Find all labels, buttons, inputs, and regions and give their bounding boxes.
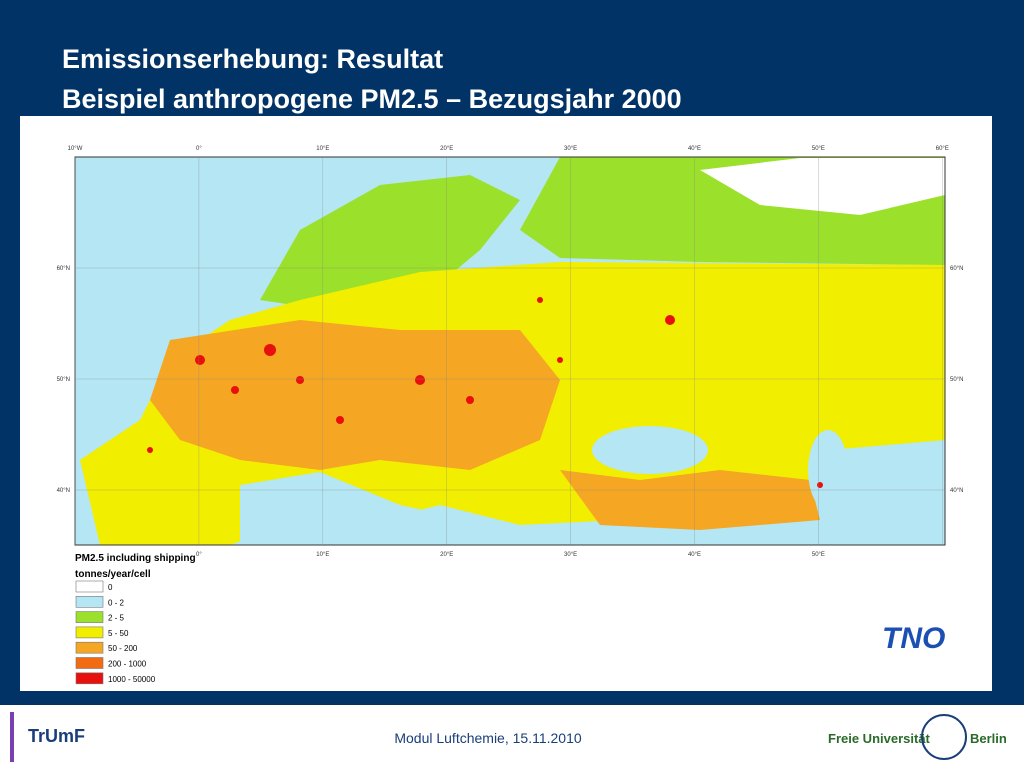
legend-label: 1000 - 50000 (108, 675, 156, 684)
legend-label: 50 - 200 (108, 644, 138, 653)
black-sea (592, 426, 708, 474)
lon-label: 20°E (440, 552, 453, 558)
lat-label: 40°N (950, 488, 963, 494)
scandinavia (260, 175, 520, 312)
footer-text: Modul Luftchemie, 15.11.2010 (394, 730, 582, 746)
lat-label: 50°N (57, 377, 70, 383)
lon-label: 50°E (812, 552, 825, 558)
trumf-logo: TrUmF (28, 726, 85, 746)
lon-label: 10°E (316, 552, 329, 558)
lat-label: 60°N (950, 266, 963, 272)
lon-label: 50°E (812, 146, 825, 152)
lon-label: 0° (196, 552, 202, 558)
title-line: Beispiel anthropogene PM2.5 – Bezugsjahr… (62, 84, 682, 114)
title-line: Emissionserhebung: Resultat (62, 44, 444, 74)
map (74, 156, 946, 546)
hotspots (147, 297, 823, 488)
legend-swatch (75, 672, 104, 685)
legend-swatch (75, 580, 104, 593)
lon-label: 0° (196, 146, 202, 152)
trumf-bar (10, 712, 14, 762)
legend-swatch (75, 641, 104, 654)
legend-swatch (75, 657, 104, 669)
lon-label: 40°E (688, 552, 701, 558)
lon-label: 10°W (68, 146, 83, 152)
legend-label: 0 (108, 583, 113, 592)
legend-swatch (75, 595, 104, 608)
lon-label: 60°E (936, 146, 949, 152)
fu-logo: Freie Universität (828, 731, 931, 746)
legend-label: 5 - 50 (108, 629, 129, 638)
fu-logo: Berlin (970, 731, 1007, 746)
lat-label: 40°N (57, 488, 70, 494)
lat-label: 50°N (950, 377, 963, 383)
footer (0, 705, 1024, 768)
caspian-sea (808, 430, 848, 510)
lon-label: 20°E (440, 146, 453, 152)
legend-swatch (75, 611, 104, 623)
lat-label: 60°N (57, 266, 70, 272)
tno-logo: TNO (882, 622, 945, 655)
legend-title: PM2.5 including shipping (75, 553, 196, 564)
legend-swatch (75, 626, 104, 639)
land-turkey (560, 470, 820, 530)
land-central (150, 320, 560, 470)
legend-label: 2 - 5 (108, 614, 125, 623)
legend-label: 0 - 2 (108, 598, 125, 607)
arctic (700, 158, 945, 215)
lon-label: 10°E (316, 146, 329, 152)
legend-label: 200 - 1000 (108, 660, 147, 669)
lon-label: 30°E (564, 552, 577, 558)
lon-label: 40°E (688, 146, 701, 152)
lon-label: 30°E (564, 146, 577, 152)
legend-unit: tonnes/year/cell (75, 569, 151, 580)
fu-seal (921, 714, 967, 760)
